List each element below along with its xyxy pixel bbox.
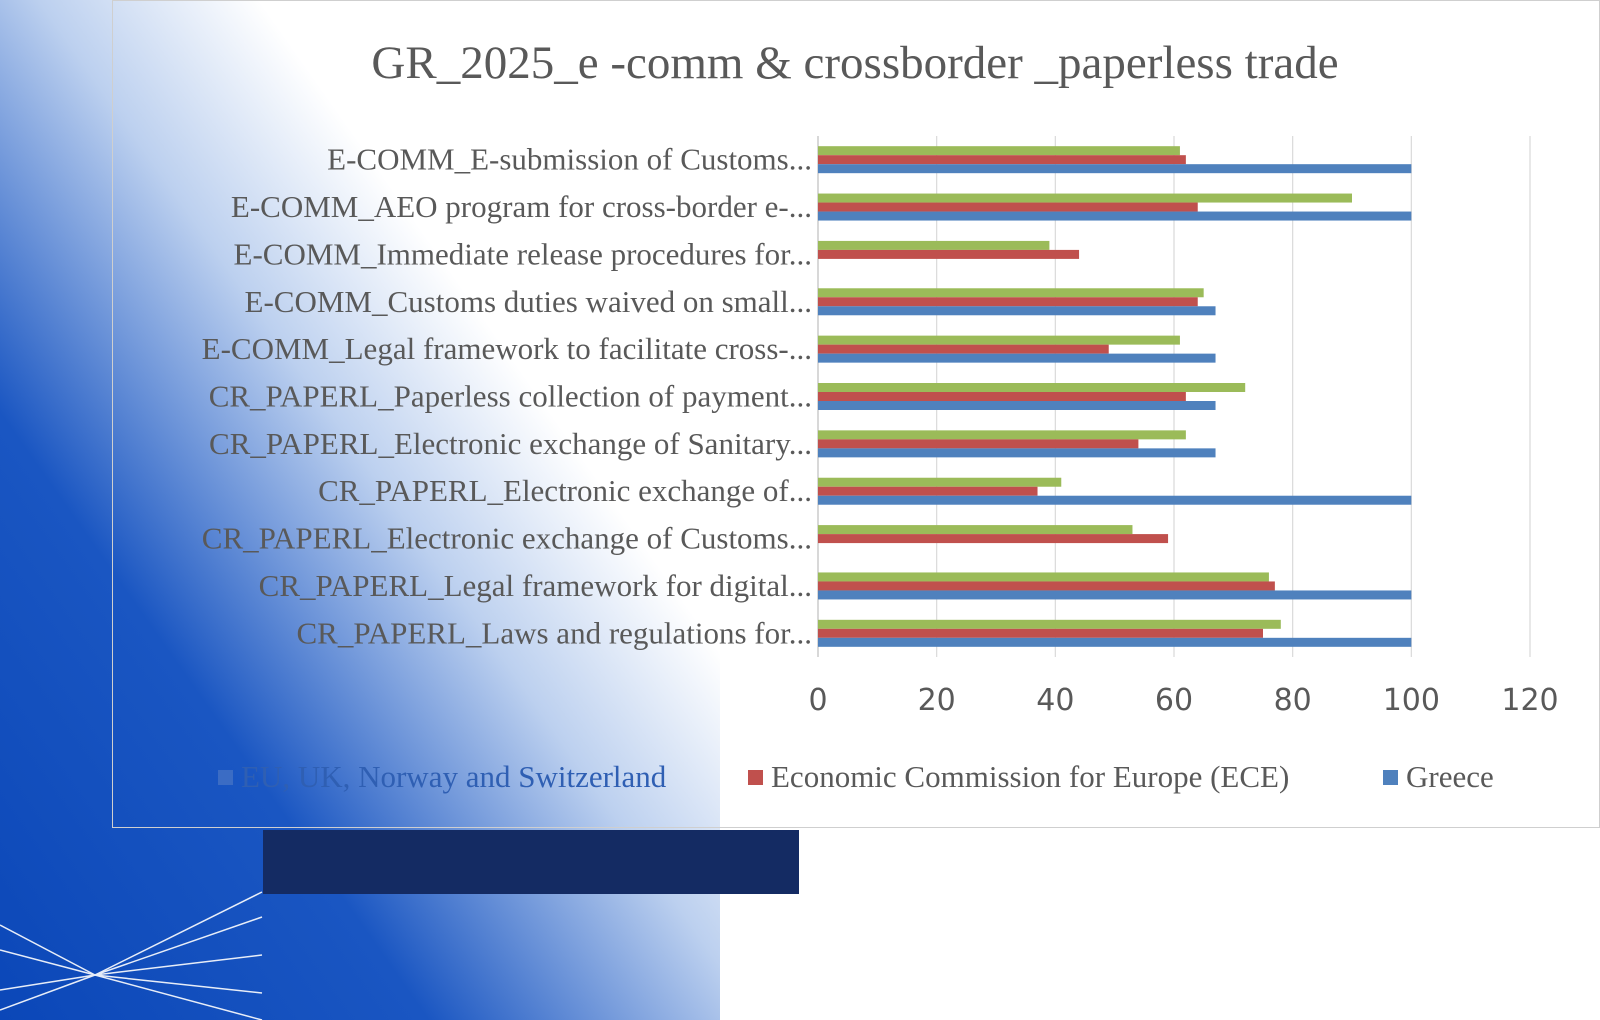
starburst-lines-icon (0, 891, 263, 1020)
legend-swatch (748, 770, 763, 785)
bar-greece-10 (818, 637, 1412, 647)
category-labels: E-COMM_E-submission of Customs... E-COMM_… (202, 142, 812, 651)
x-tick-label: 20 (918, 683, 956, 718)
bar-ece-0 (818, 155, 1186, 165)
bar-ece-2 (818, 249, 1080, 259)
bar-greece-7 (818, 495, 1412, 505)
bar-ece-4 (818, 344, 1109, 354)
bar-eu-0 (818, 146, 1180, 156)
category-label: CR_PAPERL_Electronic exchange of... (318, 473, 812, 508)
bar-ece-8 (818, 534, 1169, 544)
category-label: CR_PAPERL_Electronic exchange of Sanitar… (209, 426, 812, 461)
category-label: CR_PAPERL_Paperless collection of paymen… (209, 379, 812, 414)
legend-label: Greece (1406, 759, 1494, 794)
category-label: E-COMM_E-submission of Customs... (327, 142, 812, 177)
bar-greece-0 (818, 164, 1412, 174)
bar-ece-9 (818, 581, 1275, 591)
category-label: CR_PAPERL_Electronic exchange of Customs… (202, 521, 812, 556)
category-label: E-COMM_Legal framework to facilitate cro… (202, 331, 812, 366)
dark-accent-bar (263, 830, 799, 894)
bar-eu-3 (818, 288, 1204, 298)
bar-ece-5 (818, 392, 1186, 401)
bar-greece-1 (818, 211, 1412, 221)
category-label: CR_PAPERL_Laws and regulations for... (296, 615, 812, 650)
legend-swatch (1383, 770, 1398, 785)
bar-eu-8 (818, 525, 1133, 535)
bars (818, 146, 1412, 647)
legend-label: Economic Commission for Europe (ECE) (771, 759, 1289, 794)
chart-title: GR_2025_e -comm & crossborder _paperless… (371, 37, 1338, 89)
bar-greece-4 (818, 353, 1216, 363)
x-tick-label: 100 (1383, 683, 1440, 718)
category-label: CR_PAPERL_Legal framework for digital... (259, 568, 812, 603)
bar-eu-2 (818, 240, 1050, 250)
bar-eu-4 (818, 335, 1180, 345)
x-tick-label: 0 (808, 683, 827, 718)
bar-ece-6 (818, 439, 1139, 449)
bar-greece-5 (818, 401, 1216, 410)
bar-eu-5 (818, 383, 1246, 392)
x-tick-label: 80 (1274, 683, 1312, 718)
bar-ece-7 (818, 486, 1038, 496)
x-tick-label: 60 (1155, 683, 1193, 718)
bar-eu-10 (818, 619, 1281, 629)
x-tick-labels: 0 20 40 60 80 100 120 (808, 683, 1558, 718)
legend-swatch (218, 770, 233, 785)
legend-label: EU, UK, Norway and Switzerland (241, 759, 667, 794)
bar-greece-6 (818, 448, 1216, 458)
bar-eu-1 (818, 193, 1352, 203)
category-label: E-COMM_Immediate release procedures for.… (234, 236, 812, 271)
x-tick-label: 120 (1501, 683, 1558, 718)
bar-ece-10 (818, 628, 1263, 638)
legend: EU, UK, Norway and Switzerland Economic C… (218, 759, 1494, 794)
category-label: E-COMM_Customs duties waived on small... (245, 284, 812, 319)
bar-ece-3 (818, 297, 1198, 307)
bar-eu-9 (818, 572, 1269, 582)
x-tick-label: 40 (1036, 683, 1074, 718)
bar-eu-7 (818, 477, 1062, 487)
bar-eu-6 (818, 430, 1186, 440)
bar-greece-3 (818, 306, 1216, 316)
category-label: E-COMM_AEO program for cross-border e-..… (231, 189, 812, 224)
bar-ece-1 (818, 202, 1198, 212)
bar-greece-9 (818, 590, 1412, 600)
